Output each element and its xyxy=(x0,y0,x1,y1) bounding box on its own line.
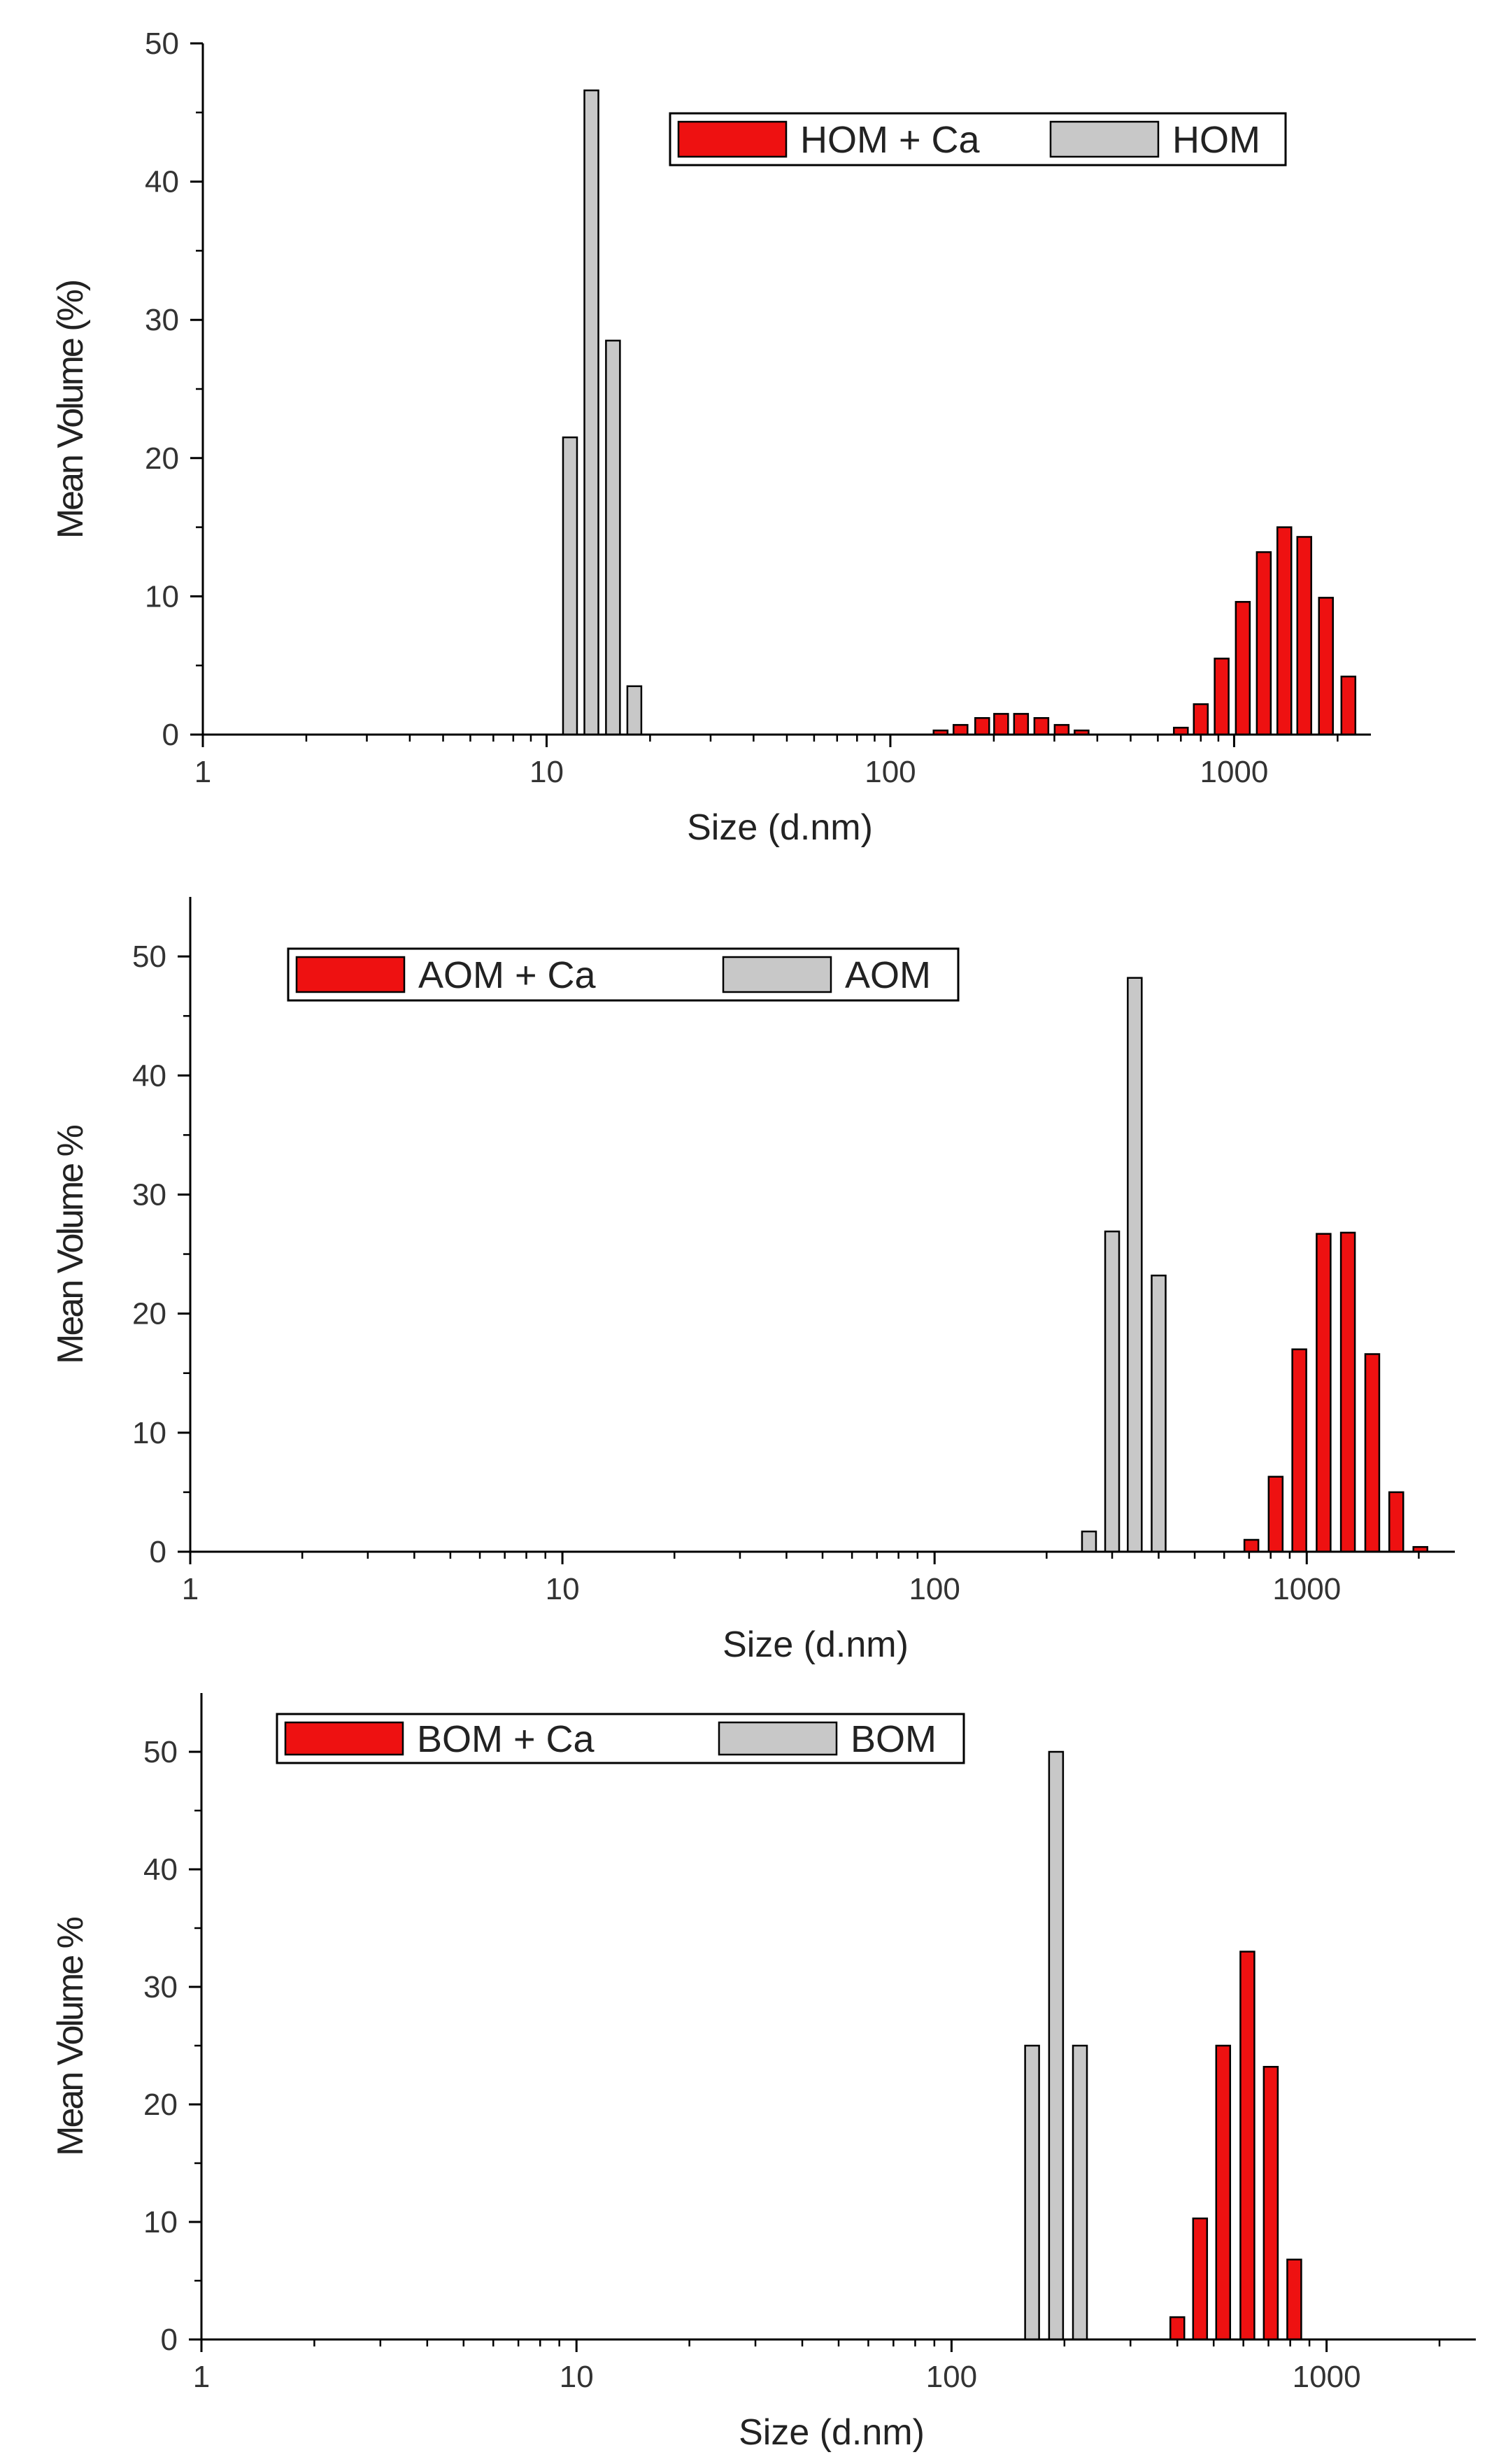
bar-aom-ca-2 xyxy=(1291,1348,1307,1553)
legend-label-without-ca: HOM xyxy=(1172,119,1260,161)
x-tick-label: 10 xyxy=(546,1572,580,1606)
y-tick-label: 40 xyxy=(132,1058,166,1093)
bar-bom-ca-3 xyxy=(1239,1950,1256,2341)
y-tick-label: 10 xyxy=(145,579,179,614)
bar-hom-1 xyxy=(583,89,599,736)
bar-aom-ca-4 xyxy=(1339,1231,1356,1553)
bar-aom-ca-0 xyxy=(1243,1538,1260,1553)
y-tick-label: 30 xyxy=(143,1970,178,2004)
bar-aom-ca-6 xyxy=(1388,1491,1404,1553)
x-tick-label: 1 xyxy=(193,2360,210,2394)
bar-bom-ca-4 xyxy=(1262,2065,1279,2341)
y-tick-label: 30 xyxy=(132,1177,166,1212)
legend-swatch-without-ca xyxy=(718,1721,838,1756)
bar-hom-ca-6 xyxy=(1053,723,1070,736)
y-tick-label: 40 xyxy=(145,165,179,199)
bar-hom-ca-2 xyxy=(974,717,990,736)
bar-bom-ca-1 xyxy=(1192,2217,1209,2341)
x-tick-label: 10 xyxy=(529,755,564,789)
legend-swatch-with-ca xyxy=(284,1721,404,1756)
bar-aom-ca-1 xyxy=(1267,1475,1284,1553)
legend-label-without-ca: AOM xyxy=(845,954,931,996)
y-axis-title: Mean Volume % xyxy=(50,1125,91,1364)
x-axis-title: Size (d.nm) xyxy=(723,1624,909,1665)
legend: AOM + Ca AOM xyxy=(287,947,960,1002)
bar-hom-ca-4 xyxy=(1013,713,1030,736)
y-tick-label: 30 xyxy=(145,303,179,337)
x-axis-title: Size (d.nm) xyxy=(687,807,873,848)
legend-swatch-with-ca xyxy=(677,120,788,158)
x-tick-label: 1000 xyxy=(1293,2360,1361,2394)
bar-hom-ca-9 xyxy=(1193,703,1209,736)
x-tick-label: 100 xyxy=(865,755,916,789)
bar-bom-ca-2 xyxy=(1215,2044,1232,2341)
x-tick-label: 10 xyxy=(560,2360,594,2394)
bar-hom-ca-15 xyxy=(1318,597,1334,736)
x-tick-label: 100 xyxy=(926,2360,977,2394)
y-tick-label: 10 xyxy=(143,2205,178,2239)
bar-aom-2 xyxy=(1127,977,1143,1553)
y-axis-title: Mean Volume (%) xyxy=(50,281,91,539)
legend-swatch-with-ca xyxy=(295,956,406,993)
chart-panel-1: 0 10 20 30 40 50 1 10 100 1000 Size (d.nm) Mean Vol… xyxy=(50,27,1371,848)
bar-hom-ca-16 xyxy=(1340,675,1357,736)
bar-hom-ca-14 xyxy=(1296,536,1312,736)
legend-swatch-without-ca xyxy=(722,956,832,993)
x-axis-title: Size (d.nm) xyxy=(739,2412,925,2453)
chart-panel-2: 0 10 20 30 40 50 1 10 100 1000 Size (d.nm) Mean Vol… xyxy=(50,897,1455,1665)
bar-aom-ca-3 xyxy=(1316,1233,1332,1553)
bar-hom-ca-11 xyxy=(1235,601,1251,736)
bar-hom-ca-1 xyxy=(953,723,969,736)
bar-aom-3 xyxy=(1151,1274,1167,1553)
y-tick-label: 0 xyxy=(161,2323,178,2357)
y-tick-label: 0 xyxy=(162,718,179,752)
legend-label-without-ca: BOM xyxy=(851,1718,937,1760)
bar-hom-ca-13 xyxy=(1276,526,1293,736)
bar-bom-ca-5 xyxy=(1286,2258,1302,2341)
bar-aom-1 xyxy=(1104,1230,1121,1553)
bar-hom-ca-12 xyxy=(1256,551,1272,736)
legend-swatch-without-ca xyxy=(1049,120,1160,158)
bar-bom-ca-0 xyxy=(1169,2316,1186,2341)
bar-hom-ca-3 xyxy=(993,713,1009,736)
y-tick-label: 0 xyxy=(150,1535,166,1569)
y-tick-label: 50 xyxy=(145,27,179,61)
bar-hom-2 xyxy=(605,339,621,736)
x-tick-label: 1 xyxy=(194,755,211,789)
bar-hom-ca-10 xyxy=(1214,658,1230,736)
bar-bom-2 xyxy=(1072,2044,1088,2341)
y-tick-label: 20 xyxy=(132,1297,166,1331)
y-tick-label: 50 xyxy=(143,1735,178,1769)
legend-label-with-ca: AOM + Ca xyxy=(418,954,597,996)
legend-label-with-ca: BOM + Ca xyxy=(417,1718,595,1760)
legend: BOM + Ca BOM xyxy=(276,1713,965,1764)
bar-hom-0 xyxy=(562,436,578,736)
bar-aom-ca-5 xyxy=(1364,1353,1381,1553)
x-tick-label: 100 xyxy=(909,1572,960,1606)
legend-label-with-ca: HOM + Ca xyxy=(800,119,981,161)
legend: HOM + Ca HOM xyxy=(669,112,1287,167)
y-tick-label: 20 xyxy=(143,2088,178,2122)
bar-aom-0 xyxy=(1081,1530,1097,1553)
x-tick-label: 1000 xyxy=(1200,755,1268,789)
x-tick-label: 1000 xyxy=(1272,1572,1341,1606)
bar-bom-0 xyxy=(1024,2044,1040,2341)
y-tick-label: 50 xyxy=(132,940,166,974)
y-tick-label: 40 xyxy=(143,1853,178,1887)
bar-hom-3 xyxy=(626,685,643,736)
y-axis-title: Mean Volume % xyxy=(50,1917,91,2155)
chart-panel-3: 0 10 20 30 40 50 1 10 100 1000 Size (d.nm) Mean Vol… xyxy=(50,1693,1476,2453)
bar-bom-1 xyxy=(1048,1750,1065,2341)
x-tick-label: 1 xyxy=(182,1572,199,1606)
y-tick-label: 20 xyxy=(145,441,179,476)
bar-hom-ca-5 xyxy=(1033,717,1050,736)
y-tick-label: 10 xyxy=(132,1416,166,1450)
